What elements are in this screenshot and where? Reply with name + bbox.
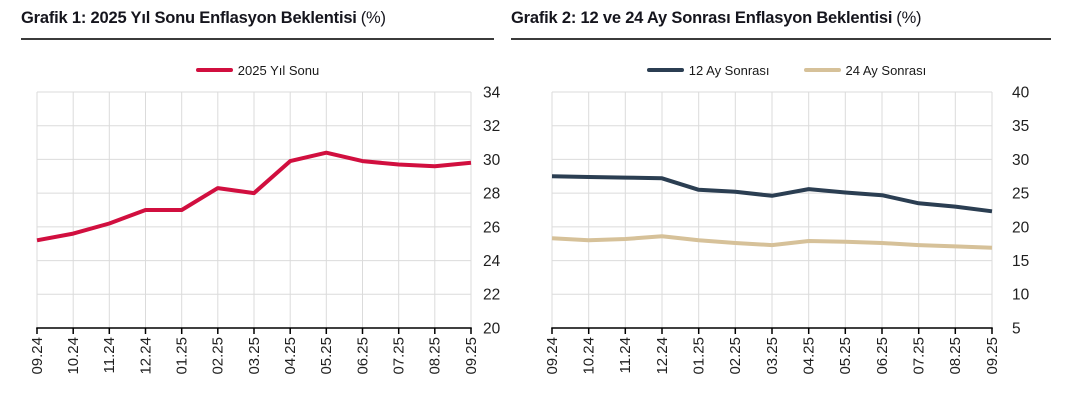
x-tick-label: 11.24 <box>617 337 634 373</box>
legend-label: 24 Ay Sonrası <box>845 62 927 78</box>
x-tick-label: 04.25 <box>801 337 818 375</box>
chart-1-plot: 34 32 30 28 26 24 22 20 09.24 10.24 11.24 12.24 01.2… <box>29 84 501 375</box>
x-tick-label: 10.24 <box>65 337 82 375</box>
y-tick-label: 25 <box>1012 186 1029 203</box>
x-tick-label: 10.24 <box>581 337 598 375</box>
legend-label: 12 Ay Sonrası <box>688 62 770 78</box>
y-tick-label: 32 <box>483 118 500 135</box>
chart-2-title-rule <box>511 38 1051 40</box>
chart-1-title-text: Grafik 1: 2025 Yıl Sonu Enflasyon Beklen… <box>21 9 357 27</box>
chart-1-title: Grafik 1: 2025 Yıl Sonu Enflasyon Beklen… <box>21 6 494 30</box>
x-tick-label: 03.25 <box>764 337 781 375</box>
x-tick-label: 02.25 <box>210 337 227 375</box>
x-tick-label: 09.24 <box>29 337 46 375</box>
y-tick-label: 20 <box>1012 219 1030 236</box>
x-tick-label: 09.24 <box>544 337 561 375</box>
legend-line-swatch <box>646 67 684 73</box>
y-tick-label: 30 <box>1012 152 1030 169</box>
x-tick-label: 09.25 <box>984 337 1001 375</box>
x-tick-label: 05.25 <box>837 337 854 375</box>
y-tick-label: 10 <box>1012 287 1030 304</box>
y-tick-label: 20 <box>483 320 501 337</box>
legend-item-24-ay-sonras-: 24 Ay Sonrası <box>803 62 927 78</box>
y-tick-label: 22 <box>483 287 500 304</box>
y-tick-label: 30 <box>483 152 501 169</box>
x-tick-label: 12.24 <box>654 337 671 375</box>
series-line-2025-y-l-sonu <box>36 150 472 243</box>
x-tick-label: 12.24 <box>137 337 154 375</box>
chart-2-legend: 12 Ay Sonrası 24 Ay Sonrası <box>511 60 1062 80</box>
chart-2-section: Grafik 2: 12 ve 24 Ay Sonrası Enflasyon … <box>511 3 1062 412</box>
x-tick-label: 06.25 <box>874 337 891 375</box>
x-tick-label: 08.25 <box>947 337 964 375</box>
x-tick-label: 01.25 <box>174 337 191 375</box>
x-tick-label: 03.25 <box>246 337 263 375</box>
x-tick-label: 08.25 <box>427 337 444 375</box>
chart-1-title-rule <box>21 38 494 40</box>
chart-1-title-unit: (%) <box>360 9 386 27</box>
x-tick-label: 05.25 <box>318 337 335 375</box>
chart-1-legend: 2025 Yıl Sonu <box>21 60 494 80</box>
legend-line-swatch <box>803 67 841 73</box>
x-tick-label: 07.25 <box>391 337 408 375</box>
x-tick-label: 02.25 <box>727 337 744 375</box>
x-tick-label: 11.24 <box>101 337 118 373</box>
y-tick-label: 40 <box>1012 84 1030 101</box>
chart-2-title: Grafik 2: 12 ve 24 Ay Sonrası Enflasyon … <box>511 6 1062 30</box>
series-line-24-ay-sonras- <box>551 234 993 250</box>
legend-item-12-ay-sonras-: 12 Ay Sonrası <box>646 62 770 78</box>
chart-1-section: Grafik 1: 2025 Yıl Sonu Enflasyon Beklen… <box>21 3 501 412</box>
series-line-12-ay-sonras- <box>551 174 993 214</box>
y-tick-label: 26 <box>483 219 500 236</box>
x-tick-label: 09.25 <box>463 337 480 375</box>
chart-2-title-text: Grafik 2: 12 ve 24 Ay Sonrası Enflasyon … <box>511 9 893 27</box>
chart-2-plot: 40 35 30 25 20 15 10 5 09.24 10.24 11.24 12.24 01.25… <box>544 84 1030 375</box>
y-tick-label: 28 <box>483 186 500 203</box>
y-tick-label: 34 <box>483 84 501 101</box>
y-tick-label: 24 <box>483 253 501 270</box>
legend-line-swatch <box>195 67 233 73</box>
x-tick-label: 06.25 <box>354 337 371 375</box>
legend-item-2025-y-l-sonu: 2025 Yıl Sonu <box>195 62 320 78</box>
x-tick-label: 04.25 <box>282 337 299 375</box>
x-tick-label: 07.25 <box>911 337 928 375</box>
y-tick-label: 5 <box>1012 320 1021 337</box>
chart-2-title-unit: (%) <box>896 9 922 27</box>
y-tick-label: 35 <box>1012 118 1029 135</box>
x-tick-label: 01.25 <box>691 337 708 375</box>
y-tick-label: 15 <box>1012 253 1029 270</box>
legend-label: 2025 Yıl Sonu <box>237 62 320 78</box>
